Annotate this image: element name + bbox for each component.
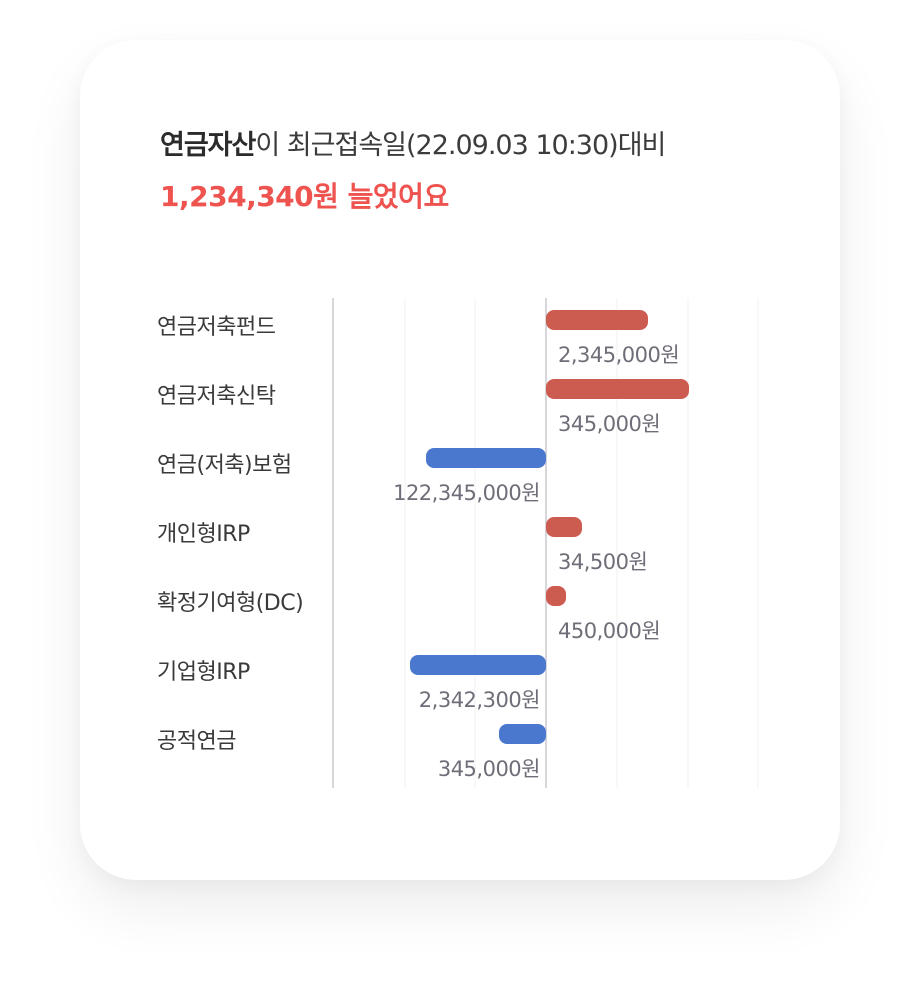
category-label: 연금(저축)보험 [157,453,292,478]
bar [546,310,648,330]
value-label: 2,345,000원 [558,343,679,367]
category-label: 공적연금 [157,729,236,754]
value-label: 345,000원 [438,757,540,781]
bar [410,655,546,675]
bar [426,448,546,468]
change-amount: 1,234,340원 늘었어요 [160,180,449,213]
bar [546,517,582,537]
value-label: 122,345,000원 [393,481,540,505]
bar [499,724,546,744]
category-label: 기업형IRP [157,660,250,685]
value-label: 345,000원 [558,412,660,436]
category-label: 개인형IRP [157,522,250,547]
comparison-text: 이 최근접속일(22.09.03 10:30)대비 [255,130,666,161]
asset-label: 연금자산 [160,130,256,161]
headline: 연금자산이 최근접속일(22.09.03 10:30)대비 [160,128,666,164]
category-label: 연금저축신탁 [157,384,276,409]
value-label: 2,342,300원 [419,688,540,712]
category-label: 확정기여형(DC) [157,591,303,616]
bar [546,379,689,399]
value-label: 450,000원 [558,619,660,643]
category-label: 연금저축펀드 [157,315,276,340]
value-label: 34,500원 [558,550,647,574]
bar [546,586,566,606]
